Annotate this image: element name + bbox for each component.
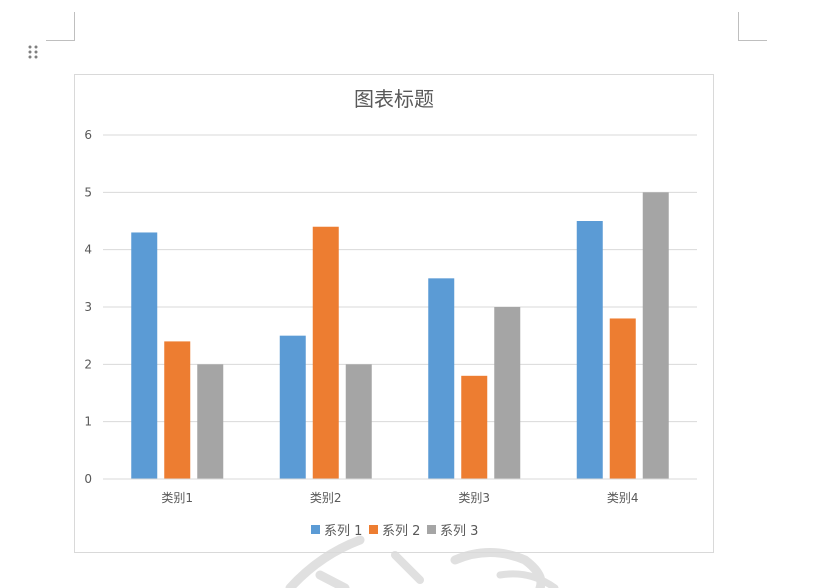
legend-swatch [427, 525, 436, 534]
x-tick-label: 类别1 [161, 491, 193, 505]
x-tick-label: 类别4 [607, 491, 639, 505]
y-tick-label: 4 [84, 243, 92, 257]
crop-mark-top-left [46, 12, 75, 41]
bar-series-1-category-4[interactable] [576, 221, 603, 479]
x-tick-label: 类别2 [310, 491, 342, 505]
bar-series-2-category-3[interactable] [461, 375, 488, 479]
legend-label: 系列 2 [382, 524, 420, 539]
y-tick-label: 6 [84, 128, 92, 142]
bar-series-2-category-2[interactable] [312, 226, 339, 479]
chart-frame[interactable] [74, 74, 714, 553]
bar-series-3-category-3[interactable] [494, 307, 521, 479]
legend-label: 系列 1 [324, 524, 362, 539]
x-tick-label: 类别3 [458, 491, 490, 505]
y-tick-label: 5 [84, 185, 92, 199]
crop-mark-top-right [738, 12, 767, 41]
bar-series-1-category-1[interactable] [131, 232, 158, 479]
gridlines [103, 134, 697, 423]
bar-series-1-category-2[interactable] [279, 335, 306, 479]
y-tick-label: 3 [84, 300, 92, 314]
y-tick-label: 2 [84, 357, 92, 371]
bar-series-1-category-3[interactable] [428, 278, 455, 479]
bar-series-2-category-1[interactable] [164, 341, 191, 479]
chart-title: 图表标题 [354, 87, 434, 111]
legend-swatch [311, 525, 320, 534]
legend-label: 系列 3 [440, 524, 478, 539]
legend-swatch [369, 525, 378, 534]
axes: 0 1 2 3 4 5 6 类别1 类别2 类别3 类别4 [84, 128, 697, 505]
bars [131, 192, 669, 480]
bar-series-3-category-2[interactable] [345, 364, 372, 479]
bar-series-2-category-4[interactable] [609, 318, 636, 479]
legend: 系列 1 系列 2 系列 3 [311, 524, 478, 539]
bar-series-3-category-1[interactable] [197, 364, 224, 479]
bar-series-3-category-4[interactable] [642, 192, 669, 480]
y-tick-label: 0 [84, 472, 92, 486]
y-tick-label: 1 [84, 415, 92, 429]
drag-handle-icon[interactable] [26, 44, 40, 60]
